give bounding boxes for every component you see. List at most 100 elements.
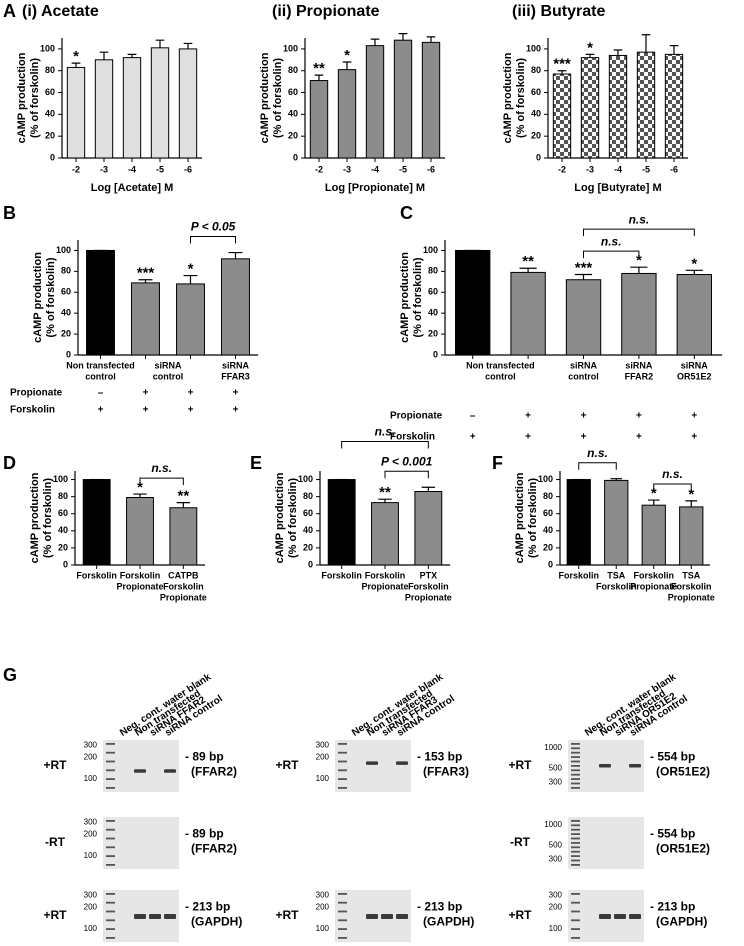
gel-band [134, 914, 146, 919]
condition-value: + [233, 405, 239, 416]
y-axis-label: cAMP production [399, 252, 411, 343]
band-label: - 554 bp [650, 750, 695, 764]
error-bar [685, 500, 698, 507]
ladder-label: 200 [316, 752, 330, 761]
ladder-band [571, 787, 580, 789]
ladder-band [571, 842, 580, 844]
band-label: - 213 bp [185, 900, 230, 914]
x-tick-label: -4 [371, 164, 379, 174]
bracket [653, 483, 692, 492]
gel-band [164, 914, 176, 919]
ladder-band [571, 901, 580, 904]
panel-letter: F [492, 453, 503, 473]
condition-value: + [188, 388, 194, 399]
error-bar [342, 61, 352, 70]
gel [103, 740, 179, 792]
significance-label: * [691, 255, 697, 272]
band-label: - 89 bp [185, 750, 224, 764]
bar [679, 506, 704, 566]
panel-letter: A [3, 1, 16, 21]
bracket [190, 236, 236, 244]
y-axis-label: (% of forskolin) [515, 58, 527, 138]
bar [510, 271, 546, 356]
category-label: siRNA [681, 360, 709, 370]
x-tick-label: -6 [427, 164, 435, 174]
condition-value: + [98, 405, 104, 416]
ladder-band [571, 859, 580, 862]
category-label: FFAR3 [221, 371, 250, 381]
bar [327, 479, 356, 566]
y-tick-label: 60 [531, 87, 541, 97]
ladder-band [338, 893, 347, 895]
bar [131, 282, 160, 356]
error-bar [127, 53, 137, 58]
bar [66, 66, 86, 159]
band-label: (OR51E2) [656, 842, 710, 856]
bar [126, 496, 154, 566]
bar [565, 279, 602, 356]
ladder-band [571, 910, 580, 913]
y-tick-label: 20 [61, 328, 71, 338]
error-bar [613, 49, 623, 56]
bar [566, 479, 591, 566]
band-label: (GAPDH) [423, 915, 474, 929]
error-bar [183, 42, 193, 49]
y-tick-label: 40 [543, 525, 553, 535]
ladder-label: 500 [549, 841, 563, 850]
y-axis-label: cAMP production [502, 52, 514, 143]
y-tick-label: 0 [293, 152, 298, 162]
significance-label: *** [553, 56, 571, 73]
bar [676, 274, 712, 356]
y-tick-label: 0 [66, 349, 71, 359]
y-tick-label: 80 [543, 491, 553, 501]
band-label: - 213 bp [417, 900, 462, 914]
x-tick-label: -4 [614, 164, 622, 174]
ladder-label: 300 [549, 855, 563, 864]
error-bar [669, 45, 679, 55]
error-bar [647, 499, 660, 506]
gel-band [134, 769, 146, 773]
bar [365, 45, 385, 159]
y-axis-label: (% of forskolin) [412, 257, 424, 337]
condition-name: Propionate [390, 411, 443, 422]
error-bar [585, 53, 595, 58]
band-label: (FFAR2) [191, 842, 237, 856]
bar [455, 249, 491, 356]
y-tick-label: 20 [531, 131, 541, 141]
condition-name: Forskolin [10, 405, 55, 416]
error-bar [685, 269, 703, 275]
ladder-band [338, 760, 347, 763]
y-tick-label: 100 [423, 245, 438, 255]
condition-value: + [525, 432, 531, 443]
y-tick-label: 40 [288, 109, 298, 119]
error-bar [99, 51, 109, 60]
ladder-band [106, 919, 115, 922]
category-label: Forskolin [120, 570, 161, 580]
y-axis-label: (% of forskolin) [29, 58, 41, 138]
ladder-label: 300 [84, 817, 98, 826]
x-tick-label: -5 [156, 164, 164, 174]
significance-label: * [636, 252, 642, 269]
significance-label: ** [522, 253, 534, 270]
condition-value: + [470, 432, 476, 443]
gel-band [629, 914, 641, 919]
bracket-label: n.s. [601, 234, 622, 248]
ladder-label: 1000 [544, 743, 562, 752]
error-bar [557, 70, 567, 74]
bracket-label: n.s. [587, 446, 608, 460]
category-label: Propionate [116, 581, 163, 591]
bar [86, 249, 115, 356]
gel [568, 817, 644, 869]
band-label: (OR51E2) [656, 765, 710, 779]
ladder-band [106, 901, 115, 904]
gel [103, 817, 179, 869]
row-label: +RT [508, 908, 532, 922]
bar [309, 80, 329, 159]
chart-title: (iii) Butyrate [512, 3, 605, 20]
band-label: (GAPDH) [191, 915, 242, 929]
error-bar [574, 273, 593, 280]
band-label: - 89 bp [185, 827, 224, 841]
significance-label: * [344, 47, 350, 64]
